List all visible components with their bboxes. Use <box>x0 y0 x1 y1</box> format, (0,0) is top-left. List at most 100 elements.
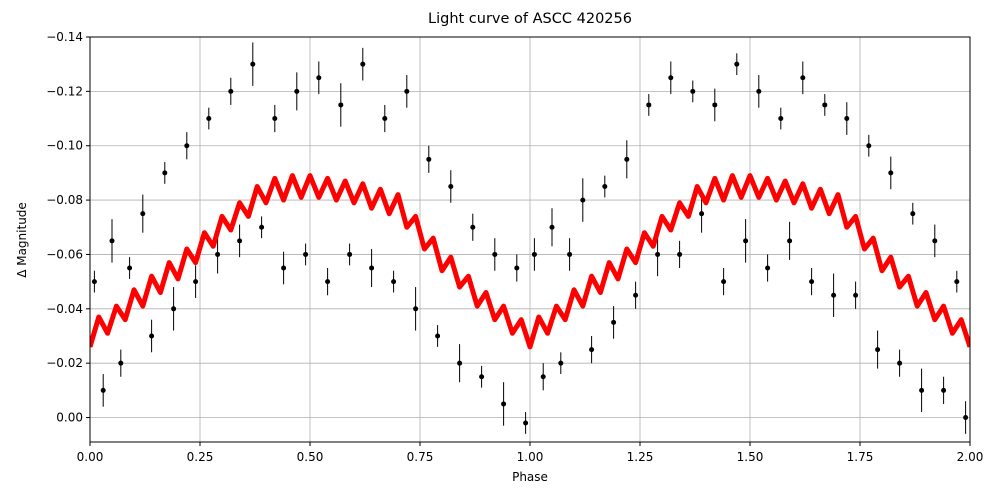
data-point <box>338 102 344 108</box>
data-point <box>140 211 146 217</box>
data-point <box>435 333 441 339</box>
data-point <box>347 251 353 257</box>
chart-title: Light curve of ASCC 420256 <box>428 11 632 27</box>
data-point <box>809 279 815 285</box>
data-point <box>866 143 872 149</box>
data-point <box>655 251 661 257</box>
ticks: 0.00 0.25 0.50 0.75 1.00 1.25 1.50 1.75 2.00 0.00… <box>46 30 983 464</box>
data-point <box>426 156 432 162</box>
data-point <box>699 211 705 217</box>
x-tick-label: 0.50 <box>297 450 324 464</box>
data-point <box>897 360 903 366</box>
y-tick-label: −0.06 <box>46 247 83 261</box>
data-point <box>294 88 300 94</box>
data-point <box>325 279 331 285</box>
x-tick-label: 1.00 <box>517 450 544 464</box>
data-point <box>875 347 881 353</box>
data-point <box>470 224 476 230</box>
data-point <box>954 279 960 285</box>
x-tick-label: 2.00 <box>957 450 984 464</box>
data-point <box>778 116 784 122</box>
data-point <box>316 75 322 81</box>
data-point <box>589 347 595 353</box>
data-point <box>404 88 410 94</box>
data-point <box>765 265 771 271</box>
data-point <box>193 279 199 285</box>
x-tick-label: 0.25 <box>187 450 214 464</box>
data-point <box>127 265 133 271</box>
data-point <box>250 61 256 67</box>
data-point <box>100 387 106 393</box>
data-point <box>646 102 652 108</box>
data-point <box>690 88 696 94</box>
data-point <box>963 415 969 421</box>
data-point <box>611 319 617 325</box>
data-point <box>479 374 485 380</box>
data-point <box>580 197 586 203</box>
data-point <box>259 224 265 230</box>
data-point <box>721 279 727 285</box>
data-point <box>369 265 375 271</box>
model-line <box>90 173 970 350</box>
x-tick-label: 1.50 <box>737 450 764 464</box>
y-tick-label: −0.02 <box>46 356 83 370</box>
data-point <box>448 183 454 189</box>
data-point <box>787 238 793 244</box>
data-point <box>743 238 749 244</box>
y-tick-label: −0.10 <box>46 139 83 153</box>
data-point <box>237 238 243 244</box>
data-point <box>800 75 806 81</box>
data-point <box>712 102 718 108</box>
data-point <box>281 265 287 271</box>
data-point <box>831 292 837 298</box>
data-point <box>492 251 498 257</box>
data-point <box>853 292 859 298</box>
x-axis-label: Phase <box>512 470 548 484</box>
data-point <box>734 61 740 67</box>
data-point <box>184 143 190 149</box>
data-point <box>109 238 115 244</box>
data-point <box>228 88 234 94</box>
data-point <box>501 401 507 407</box>
y-tick-label: −0.04 <box>46 302 83 316</box>
y-axis-label: Δ Magnitude <box>15 202 29 278</box>
data-point <box>941 387 947 393</box>
data-point <box>844 116 850 122</box>
x-tick-label: 0.00 <box>77 450 104 464</box>
data-point <box>602 183 608 189</box>
data-point <box>531 251 537 257</box>
data-point <box>413 306 419 312</box>
data-point <box>919 387 925 393</box>
data-point <box>558 360 564 366</box>
data-point <box>756 88 762 94</box>
data-point <box>118 360 124 366</box>
y-tick-label: −0.14 <box>46 30 83 44</box>
data-point <box>91 279 97 285</box>
data-point <box>549 224 555 230</box>
data-point <box>382 116 388 122</box>
data-point <box>162 170 168 176</box>
x-tick-label: 1.75 <box>847 450 874 464</box>
data-point <box>391 279 397 285</box>
y-tick-label: −0.08 <box>46 193 83 207</box>
data-point <box>272 116 278 122</box>
y-tick-label: −0.12 <box>46 84 83 98</box>
data-point <box>171 306 177 312</box>
data-point <box>932 238 938 244</box>
data-point <box>149 333 155 339</box>
data-point <box>206 116 212 122</box>
data-point <box>457 360 463 366</box>
data-point <box>910 211 916 217</box>
plot-area <box>90 42 970 434</box>
data-point <box>624 156 630 162</box>
data-point <box>633 292 639 298</box>
x-tick-label: 1.25 <box>627 450 654 464</box>
data-point <box>523 420 529 426</box>
data-point <box>822 102 828 108</box>
data-point <box>215 251 221 257</box>
data-point <box>303 251 309 257</box>
data-point <box>514 265 520 271</box>
data-point <box>668 75 674 81</box>
